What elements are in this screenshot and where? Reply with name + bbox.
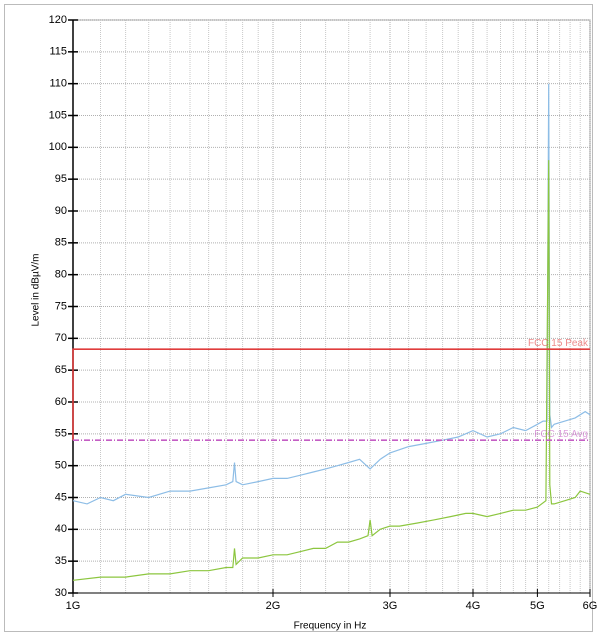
y-tick-label: 110 [49, 78, 67, 90]
y-tick-label: 30 [55, 587, 67, 599]
y-tick-label: 70 [55, 332, 67, 344]
y-tick-label: 40 [55, 523, 67, 535]
y-tick-label: 55 [55, 428, 67, 440]
x-tick-label: 6G [583, 600, 597, 612]
y-tick-label: 75 [55, 300, 67, 312]
y-tick-label: 50 [55, 460, 67, 472]
x-tick-label: 3G [383, 600, 398, 612]
y-tick-label: 85 [55, 237, 67, 249]
y-tick-label: 95 [55, 173, 67, 185]
y-tick-label: 100 [49, 141, 67, 153]
y-tick-label: 115 [49, 46, 67, 58]
x-tick-label: 5G [530, 600, 545, 612]
x-tick-label: 2G [266, 600, 281, 612]
y-axis-title: Level in dBµV/m [31, 253, 42, 326]
y-tick-label: 90 [55, 205, 67, 217]
y-tick-label: 60 [55, 396, 67, 408]
y-tick-label: 80 [55, 269, 67, 281]
series-line [72, 348, 590, 441]
y-tick-label: 105 [49, 109, 67, 121]
limit-label: FCC 15 Peak [528, 338, 589, 349]
y-tick-label: 35 [55, 555, 67, 567]
x-tick-label: 1G [66, 600, 81, 612]
limit-label: FCC 15 Avg [534, 429, 588, 440]
x-axis-title: Frequency in Hz [294, 621, 367, 632]
y-tick-label: 45 [55, 491, 67, 503]
series-line [72, 160, 591, 581]
y-tick-label: 65 [55, 364, 67, 376]
x-tick-label: 4G [466, 600, 481, 612]
y-tick-label: 120 [49, 14, 67, 26]
